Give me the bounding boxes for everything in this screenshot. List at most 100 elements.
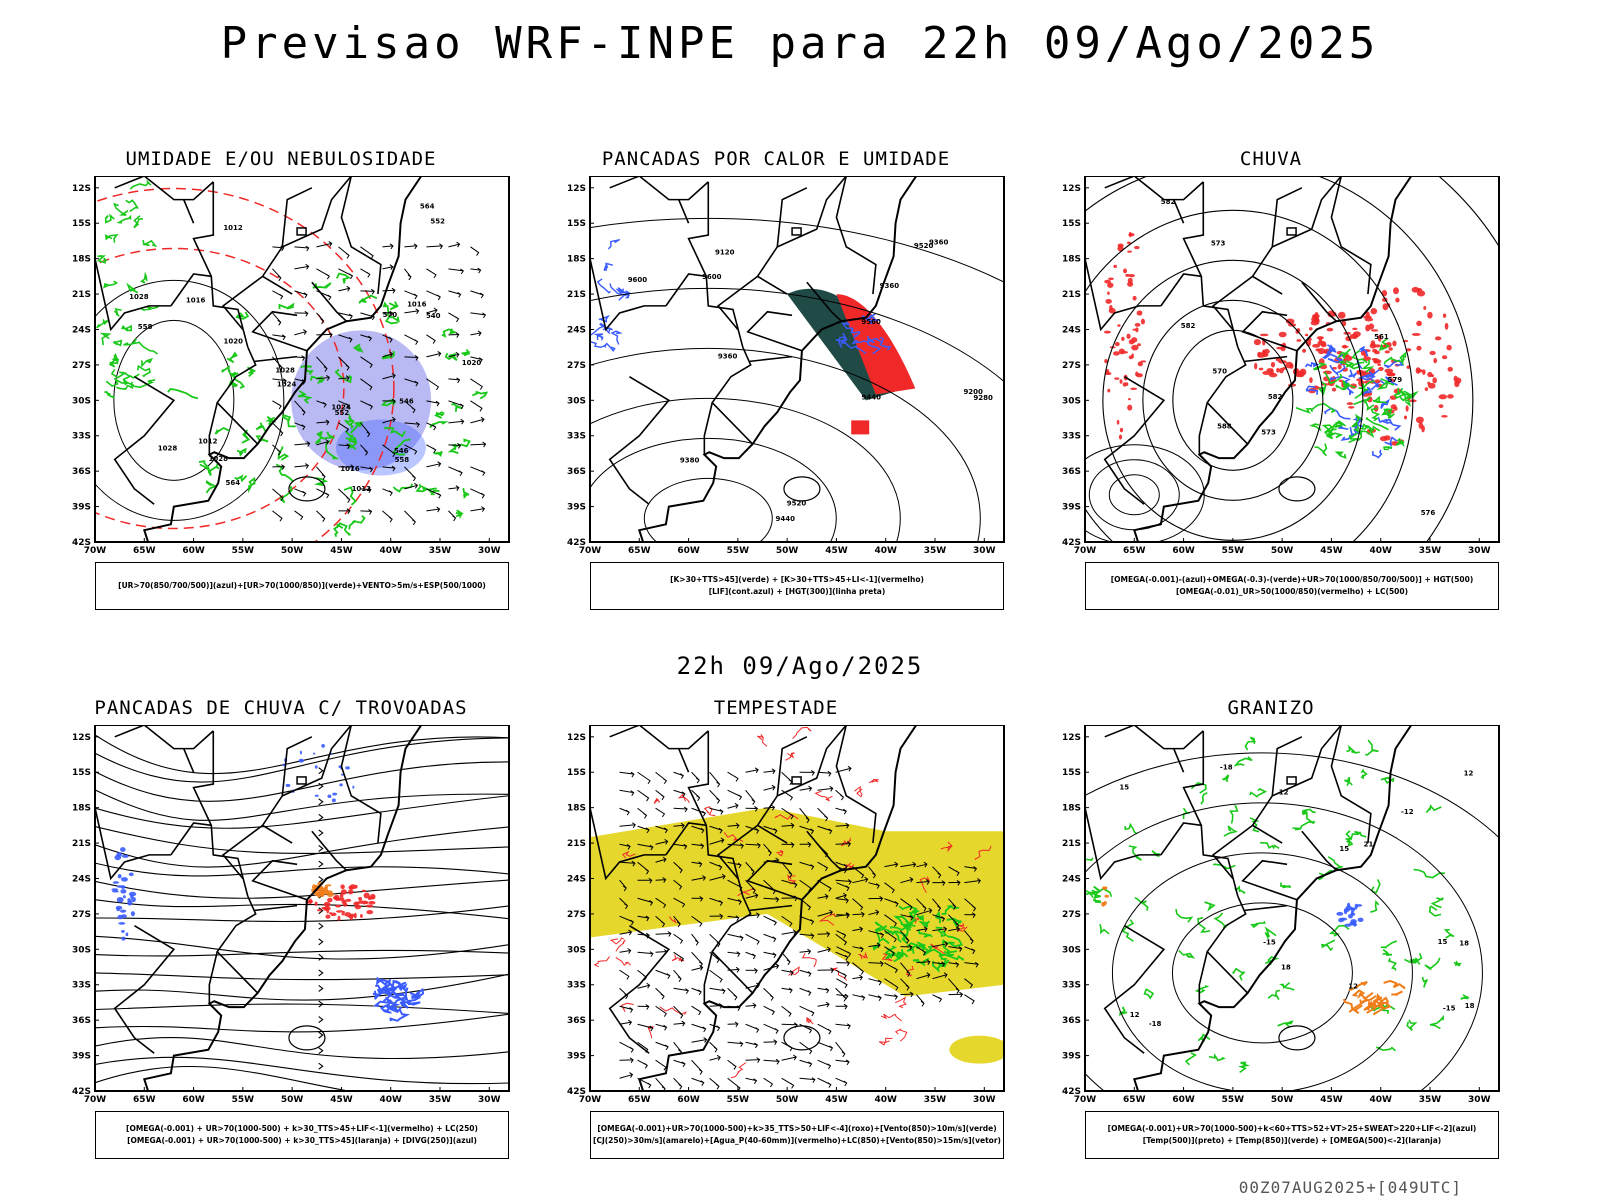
contour-label: 1020 — [223, 338, 243, 346]
lat-tick-label: 42S — [72, 1087, 91, 1097]
lon-tick-label: 35W — [924, 546, 947, 556]
panel-chuva: CHUVA 582 582 582 579 576 573 573 570 588 561 12S 1… — [1035, 148, 1507, 632]
legend-line-1: [OMEGA(-0.001)+UR>70(1000-500)+k>35_TTS>… — [597, 1124, 997, 1133]
legend-line-2: [LIF](cont.azul) + [HGT(300)](linha pret… — [708, 587, 886, 596]
forecast-time-label: 22h 09/Ago/2025 — [676, 652, 924, 680]
lat-tick-label: 33S — [72, 981, 91, 991]
lon-tick-label: 35W — [429, 546, 452, 556]
contour-label: -18 — [1220, 764, 1233, 772]
lon-tick-label: 70W — [1074, 1095, 1097, 1105]
contour-label: 570 — [383, 311, 398, 319]
lat-tick-label: 27S — [1062, 910, 1081, 920]
contour-label: 582 — [1181, 322, 1196, 330]
contour-label: 9520 — [914, 242, 934, 250]
lon-tick-label: 65W — [133, 546, 156, 556]
panel-legend: [OMEGA(-0.001)+UR>70(1000-500)+k<60+TTS>… — [1085, 1111, 1499, 1159]
panel-umidade: UMIDADE E/OU NEBULOSIDADE 1012 1012 1012 10… — [45, 148, 517, 632]
page-title: Previsao WRF-INPE para 22h 09/Ago/2025 — [220, 18, 1380, 69]
contour-label: 12 — [1279, 788, 1289, 796]
contour-label: -15 — [1443, 1005, 1456, 1013]
lon-tick-label: 45W — [825, 546, 848, 556]
lat-tick-label: 39S — [567, 503, 586, 513]
lat-tick-label: 36S — [567, 1016, 586, 1026]
lat-tick-label: 21S — [567, 839, 586, 849]
contour-label: 579 — [1388, 376, 1403, 384]
lat-tick-label: 18S — [1062, 804, 1081, 814]
lon-tick-label: 70W — [579, 546, 602, 556]
contour-label: 1024 — [331, 403, 351, 411]
contour-label: 561 — [1374, 333, 1389, 341]
lat-tick-label: 39S — [1062, 503, 1081, 513]
contour-label: 9360 — [718, 353, 738, 361]
lat-tick-label: 33S — [72, 432, 91, 442]
contour-label: 9200 — [963, 388, 983, 396]
contour-label: 9380 — [680, 456, 700, 464]
lon-tick-label: 45W — [330, 546, 353, 556]
contour-label: 1012 — [223, 224, 243, 232]
contour-label: 1016 — [407, 300, 427, 308]
map-granizo: 1212121215151518181821-15-18-15-18-1212S… — [1062, 725, 1500, 1105]
panel-pancadas-calor: PANCADAS POR CALOR E UMIDADE 9600 9600 956… — [540, 148, 1012, 632]
panel-granizo: GRANIZO 12 12 12 12 15 15 15 18 18 18 21 -15 -18 -15 -… — [1035, 697, 1507, 1181]
legend-line-1: [K>30+TTS>45](verde) + [K>30+TTS>45+LI<-… — [670, 575, 924, 584]
lat-tick-label: 12S — [567, 184, 586, 194]
lon-tick-label: 60W — [1172, 546, 1195, 556]
lon-tick-label: 60W — [677, 546, 700, 556]
contour-label: 1028 — [158, 444, 178, 452]
lat-tick-label: 12S — [567, 733, 586, 743]
map-chuva: 582 582 582 579 576 573 573 570 588 561 12S 15S 18S 2… — [1062, 176, 1500, 556]
lon-tick-label: 65W — [628, 546, 651, 556]
legend-line-2: [OMEGA(-0.01)_UR>50(1000/850)(vermelho) … — [1175, 587, 1409, 596]
panel-legend: [K>30+TTS>45](verde) + [K>30+TTS>45+LI<-… — [590, 562, 1004, 610]
contour-label: 1012 — [198, 438, 218, 446]
lat-tick-label: 39S — [72, 1052, 91, 1062]
lon-tick-label: 35W — [429, 1095, 452, 1105]
lon-tick-label: 60W — [1172, 1095, 1195, 1105]
lat-tick-label: 27S — [72, 361, 91, 371]
lat-tick-label: 12S — [72, 733, 91, 743]
lon-tick-label: 55W — [727, 546, 750, 556]
contour-label: 1028 — [129, 293, 149, 301]
lon-tick-label: 70W — [579, 1095, 602, 1105]
contour-label: 552 — [430, 218, 445, 226]
lon-tick-label: 50W — [281, 546, 304, 556]
contour-label: 12 — [1130, 1011, 1140, 1019]
lon-tick-label: 45W — [1320, 546, 1343, 556]
contour-label: 564 — [225, 479, 240, 487]
contour-label: 573 — [1211, 239, 1226, 247]
contour-label: 576 — [1421, 509, 1436, 517]
lat-tick-label: 36S — [72, 1016, 91, 1026]
legend-line-1: [UR>70(850/700/500)](azul)+[UR>70(1000/8… — [118, 581, 486, 590]
contour-label: 9600 — [628, 276, 648, 284]
map-layers: 9600 9600 9560 9520 9520 9440 9440 9360 9360 9280… — [590, 176, 1004, 542]
lon-tick-label: 65W — [1123, 1095, 1146, 1105]
lat-tick-label: 27S — [567, 910, 586, 920]
lon-tick-label: 60W — [182, 546, 205, 556]
panel-title: PANCADAS POR CALOR E UMIDADE — [601, 148, 951, 170]
lon-tick-label: 50W — [1271, 1095, 1294, 1105]
legend-line-2: [Temp(500)](preto) + [Temp(850)](verde) … — [1142, 1136, 1442, 1145]
contour-label: 1028 — [275, 366, 295, 374]
map-layers — [95, 725, 509, 1091]
contour-label: 18 — [1459, 940, 1469, 948]
lat-tick-label: 24S — [567, 325, 586, 335]
lon-tick-label: 70W — [1074, 546, 1097, 556]
lon-tick-label: 40W — [379, 1095, 402, 1105]
lat-tick-label: 18S — [72, 804, 91, 814]
lon-tick-label: 35W — [1419, 546, 1442, 556]
lat-tick-label: 33S — [1062, 981, 1081, 991]
lon-tick-label: 50W — [776, 546, 799, 556]
lat-tick-label: 33S — [1062, 432, 1081, 442]
lon-tick-label: 60W — [677, 1095, 700, 1105]
lat-tick-label: 18S — [567, 255, 586, 265]
panel-title: GRANIZO — [1227, 697, 1315, 719]
lat-tick-label: 36S — [567, 467, 586, 477]
map-umidade: 1012 1012 1012 1016 1016 1016 1020 1020 1024 1028… — [72, 176, 510, 556]
lon-tick-label: 50W — [1271, 546, 1294, 556]
lon-tick-label: 35W — [924, 1095, 947, 1105]
contour-label: 558 — [395, 456, 410, 464]
